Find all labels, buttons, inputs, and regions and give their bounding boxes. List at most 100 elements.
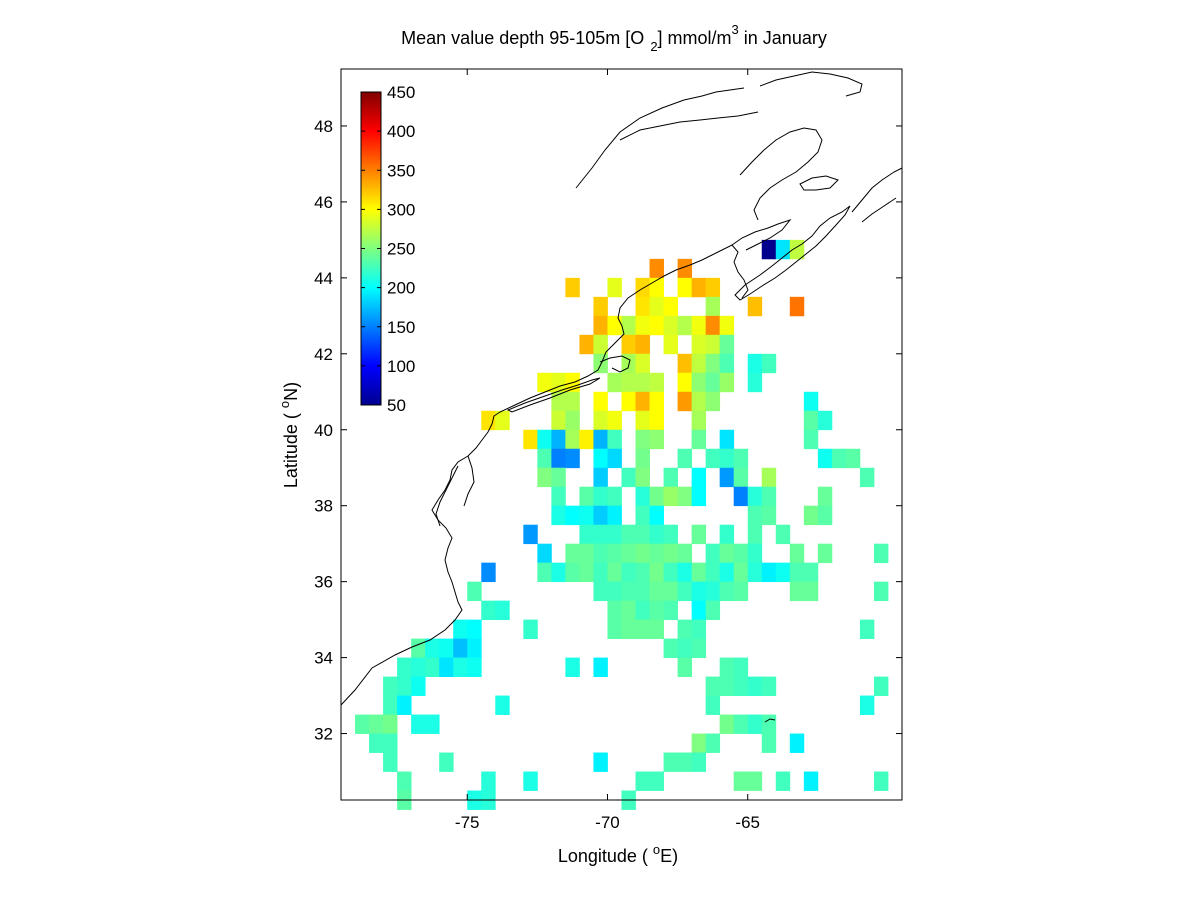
- heat-cell: [691, 467, 707, 488]
- heat-cell: [677, 543, 693, 564]
- heat-cell: [803, 391, 819, 412]
- heat-cell: [649, 391, 664, 412]
- heat-cell: [663, 600, 678, 621]
- heat-cell: [775, 562, 791, 583]
- heat-cell: [761, 562, 777, 583]
- heat-cell: [635, 410, 650, 431]
- coastline-gulf-st-lawrence: [739, 127, 823, 221]
- heat-cell: [635, 334, 650, 355]
- heat-cell: [677, 353, 693, 374]
- heat-cell: [411, 676, 426, 696]
- heat-cell: [803, 429, 819, 450]
- heat-cell: [789, 543, 805, 564]
- heat-cell: [761, 467, 777, 488]
- heat-cell: [803, 505, 819, 526]
- heat-cell: [719, 467, 735, 488]
- heat-cell: [467, 581, 482, 602]
- heat-cell: [803, 771, 819, 791]
- heat-cell: [481, 410, 496, 431]
- coastline-us-east: [340, 244, 749, 706]
- heat-cell: [635, 353, 650, 374]
- heat-cell: [579, 562, 594, 583]
- heat-cell: [691, 391, 707, 412]
- y-tick-label: 32: [314, 725, 333, 744]
- heat-cell: [635, 315, 650, 336]
- heat-cell: [663, 638, 678, 658]
- heat-cell: [607, 429, 622, 450]
- y-tick-label: 36: [314, 573, 333, 592]
- heat-cell: [733, 562, 749, 583]
- heat-cell: [817, 448, 833, 469]
- heat-cell: [733, 657, 749, 677]
- y-tick-label: 48: [314, 117, 333, 136]
- heat-cell: [663, 752, 678, 772]
- heat-cell: [691, 277, 707, 298]
- heat-cell: [761, 714, 777, 734]
- heat-cell: [607, 410, 622, 431]
- heat-cell: [747, 676, 763, 696]
- heat-cell: [803, 410, 819, 431]
- y-tick-label: 40: [314, 421, 333, 440]
- heat-cell: [691, 581, 707, 602]
- heat-cell: [761, 733, 777, 753]
- heat-cell: [607, 372, 622, 393]
- heat-cell: [677, 619, 693, 640]
- heat-cell: [565, 505, 580, 526]
- heat-cell: [817, 543, 833, 564]
- heat-cell: [803, 562, 819, 583]
- heat-cell: [747, 505, 763, 526]
- heat-cell: [635, 277, 650, 298]
- heat-cell: [649, 581, 664, 602]
- heat-cell: [691, 638, 707, 658]
- heat-cell: [565, 391, 580, 412]
- heat-cell: [733, 581, 749, 602]
- heat-cell: [719, 448, 735, 469]
- heat-cell: [635, 600, 650, 621]
- heat-cell: [565, 410, 580, 431]
- heat-cell: [747, 771, 763, 791]
- heat-cell: [551, 448, 566, 469]
- heat-cell: [551, 486, 566, 507]
- heat-cell: [677, 752, 693, 772]
- heat-cell: [691, 315, 707, 336]
- x-axis-label: Longitude ( oE): [558, 842, 678, 866]
- title-prefix: Mean value depth 95-105m [O: [401, 28, 644, 48]
- heat-cell: [579, 334, 594, 355]
- heat-cell: [817, 505, 833, 526]
- heat-cell: [565, 657, 580, 677]
- heat-cell: [593, 315, 608, 336]
- heat-cell: [537, 467, 552, 488]
- heat-cell: [593, 296, 608, 317]
- heat-cell: [523, 771, 538, 791]
- heat-cell: [383, 714, 398, 734]
- heat-cell: [677, 315, 693, 336]
- heat-cell: [663, 315, 678, 336]
- heat-cell: [705, 391, 721, 412]
- heat-cell: [481, 771, 496, 791]
- heat-cell: [565, 277, 580, 298]
- heat-cell: [383, 676, 398, 696]
- heat-cell: [677, 258, 693, 279]
- heat-cell: [691, 562, 707, 583]
- heat-cell: [607, 505, 622, 526]
- heat-cell: [551, 429, 566, 450]
- heat-cell: [467, 638, 482, 658]
- heat-cell: [383, 733, 398, 753]
- colorbar-tick-label: 300: [387, 200, 415, 219]
- heat-cell: [425, 657, 440, 677]
- y-tick-label: 34: [314, 649, 333, 668]
- heat-cell: [551, 372, 566, 393]
- heat-cell: [649, 486, 664, 507]
- heat-cell: [593, 353, 608, 374]
- heat-cell: [593, 524, 608, 545]
- heat-cell: [705, 562, 721, 583]
- heat-cell: [775, 239, 791, 260]
- heat-cell: [649, 410, 664, 431]
- heat-cell: [663, 581, 678, 602]
- colorbar-tick-label: 250: [387, 240, 415, 259]
- heat-cell: [859, 467, 875, 488]
- heat-cell: [593, 334, 608, 355]
- heat-cell: [677, 448, 693, 469]
- heat-cell: [649, 771, 664, 791]
- coastline-long-island: [506, 377, 601, 413]
